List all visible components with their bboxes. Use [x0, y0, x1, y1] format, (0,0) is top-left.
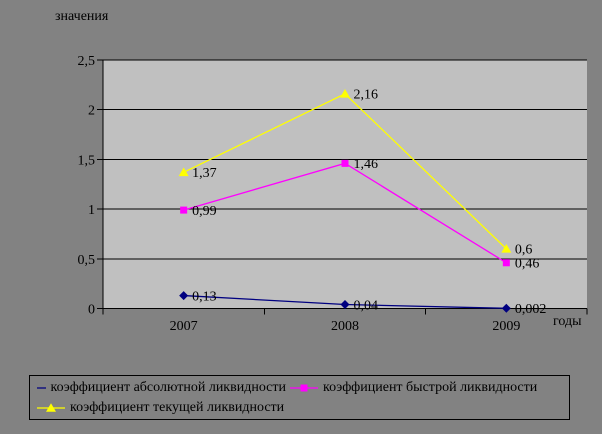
diamond-legend-icon: [37, 387, 46, 389]
series-1-marker: [341, 159, 349, 167]
series-0-marker: [179, 291, 189, 301]
x-axis-title: годы: [553, 314, 582, 329]
series-0-marker: [340, 300, 350, 310]
y-tick-label: 2: [88, 104, 95, 119]
square-legend-icon: [290, 384, 318, 392]
y-tick-label: 1,5: [78, 153, 96, 168]
series-0-marker: [501, 303, 511, 313]
data-label: 0,13: [192, 289, 217, 304]
legend-item-0: коэффициент абсолютной ликвидности: [37, 378, 286, 398]
data-label: 0,99: [192, 204, 217, 219]
data-label: 0,46: [515, 257, 540, 272]
series-2-marker: [501, 244, 512, 253]
plot-background: [103, 60, 587, 309]
data-label: 0,002: [515, 302, 547, 317]
legend-item-2: коэффициент текущей ликвидности: [37, 398, 284, 418]
series-2-marker: [340, 88, 350, 98]
legend-label: коэффициент текущей ликвидности: [70, 400, 285, 415]
data-label: 0,04: [354, 298, 379, 313]
plot-area: 0 0,5 1 1,5 2 2,5 2007 2008 2009 0,13 0,04 0,002 0,9…: [78, 54, 588, 334]
y-tick-label: 0,5: [78, 253, 96, 268]
x-category-label: 2009: [492, 319, 520, 334]
y-tick-label: 0: [88, 303, 95, 318]
triangle-legend-icon: [37, 403, 65, 412]
data-label: 1,37: [192, 166, 217, 181]
series-2-marker: [178, 167, 189, 177]
legend: коэффициент абсолютной ликвидности коэффи…: [29, 375, 570, 420]
y-tick-label: 1: [88, 203, 95, 218]
legend-label: коэффициент быстрой ликвидности: [323, 380, 538, 395]
series-1-marker: [502, 259, 510, 267]
y-axis-title: значения: [55, 9, 109, 24]
legend-label: коэффициент абсолютной ликвидности: [50, 380, 286, 395]
data-label: 1,46: [354, 157, 379, 172]
data-label: 0,6: [515, 243, 533, 258]
y-tick-label: 2,5: [78, 54, 96, 69]
x-category-label: 2008: [331, 319, 359, 334]
data-label: 2,16: [354, 88, 379, 103]
series-1-marker: [180, 206, 188, 214]
x-category-label: 2007: [170, 319, 198, 334]
legend-item-1: коэффициент быстрой ликвидности: [290, 378, 537, 398]
